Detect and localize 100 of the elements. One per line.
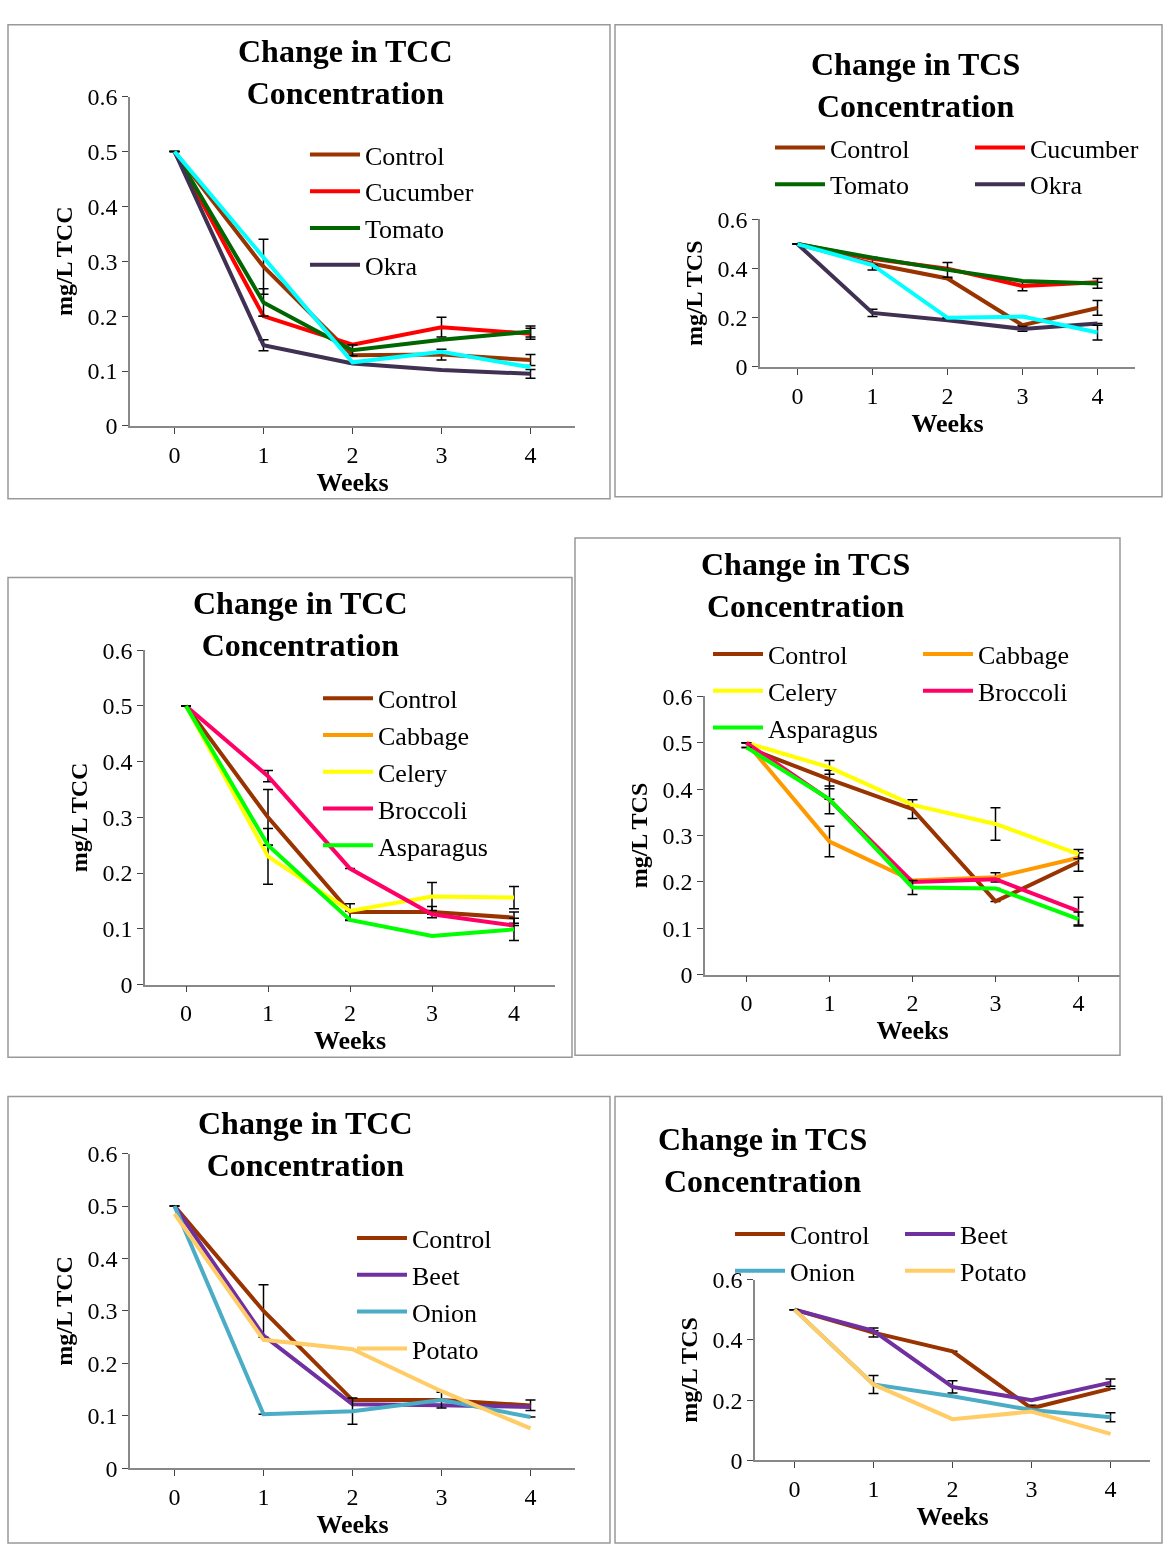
y-axis-title: mg/L TCC [51,206,78,317]
y-tick-label: 0.4 [717,256,748,283]
legend-label: Broccoli [378,795,468,825]
legend-label: Broccoli [978,677,1068,707]
x-tick-label: 4 [1104,1475,1117,1502]
legend-label: Control [768,641,848,671]
legend-label: Tomato [830,171,910,201]
y-tick-label: 0 [680,962,693,989]
legend-label: Cabbage [378,722,469,752]
x-tick-label: 3 [989,990,1002,1017]
x-tick-label: 2 [346,1483,359,1510]
y-tick-label: 0.2 [87,1350,118,1377]
y-axis-title: mg/L TCC [51,1256,78,1366]
y-tick-label: 0.1 [87,358,118,385]
x-tick-label: 4 [1091,382,1104,409]
y-tick-label: 0.5 [102,693,133,720]
legend-label: Asparagus [378,832,488,862]
legend-label: Onion [412,1298,477,1328]
x-axis-title: Weeks [916,1501,989,1531]
legend-label: Beet [960,1221,1009,1251]
y-axis-title: mg/L TCS [681,240,708,347]
y-tick-label: 0.6 [87,1141,118,1168]
y-tick-label: 0 [105,1455,118,1482]
x-tick-label: 1 [867,1475,880,1502]
y-tick-label: 0.2 [87,303,118,330]
chart-title: Change in TCC Concentration [238,33,453,111]
y-tick-label: 0.6 [102,637,133,664]
legend-label: Cucumber [1030,134,1139,164]
x-tick-label: 1 [866,382,879,409]
x-tick-label: 3 [1016,382,1029,409]
y-tick-label: 0.1 [102,916,133,943]
x-tick-label: 2 [946,1475,959,1502]
x-tick-label: 0 [180,1000,192,1027]
y-tick-label: 0.1 [662,915,693,942]
y-tick-label: 0.4 [662,776,693,803]
y-tick-label: 0 [120,971,133,998]
y-tick-label: 0.4 [87,193,118,220]
x-tick-label: 4 [508,1000,520,1027]
chart-title: Change in TCC Concentration [198,1105,413,1183]
y-axis-title: mg/L TCS [676,1317,703,1423]
y-tick-label: 0 [730,1447,743,1474]
y-tick-label: 0.6 [717,206,748,233]
y-tick-label: 0.3 [662,822,693,849]
legend-label: Control [378,685,458,715]
chart-title: Change in TCS Concentration [701,546,911,624]
y-tick-label: 0.6 [662,683,693,710]
x-tick-label: 1 [823,990,836,1017]
legend-label: Control [365,141,445,171]
x-tick-label: 2 [941,382,954,409]
y-axis-title: mg/L TCS [626,782,653,889]
legend-label: Potato [960,1258,1027,1288]
x-tick-label: 0 [788,1475,801,1502]
y-tick-label: 0.5 [87,138,118,165]
legend-label: Tomato [365,215,445,245]
y-tick-label: 0.5 [87,1193,118,1220]
x-tick-label: 2 [906,990,919,1017]
y-tick-label: 0.2 [717,305,748,332]
x-tick-label: 3 [435,1483,448,1510]
legend-label: Okra [1030,171,1083,201]
y-tick-label: 0.4 [712,1327,743,1354]
legend-label: Cabbage [978,641,1069,671]
x-tick-label: 3 [435,441,448,468]
legend-label: Onion [790,1258,855,1288]
x-axis-title: Weeks [911,408,984,438]
x-tick-label: 2 [344,1000,356,1027]
x-tick-label: 2 [346,441,359,468]
legend-label: Cucumber [365,178,474,208]
y-tick-label: 0.3 [87,1298,118,1325]
legend-label: Control [830,134,910,164]
x-tick-label: 3 [1025,1475,1038,1502]
y-tick-label: 0.6 [712,1266,743,1293]
y-tick-label: 0.2 [662,869,693,896]
y-tick-label: 0 [735,354,748,381]
x-axis-title: Weeks [876,1016,949,1046]
x-tick-label: 0 [168,1483,181,1510]
legend-label: Asparagus [768,714,878,744]
y-tick-label: 0.2 [102,860,133,887]
y-tick-label: 0.2 [712,1387,743,1414]
y-tick-label: 0.4 [87,1245,118,1272]
x-axis-title: Weeks [316,1509,389,1539]
x-tick-label: 1 [257,1483,270,1510]
x-axis-title: Weeks [313,1026,387,1056]
y-tick-label: 0.4 [102,749,133,776]
x-tick-label: 4 [1072,990,1085,1017]
chart-title: Change in TCS Concentration [811,46,1021,124]
x-tick-label: 4 [524,441,537,468]
legend-label: Control [790,1221,870,1251]
legend-label: Okra [365,251,418,281]
legend-label: Potato [412,1335,479,1365]
chart-title: Change in TCS Concentration [658,1121,868,1199]
y-tick-label: 0.3 [102,804,133,831]
y-axis-title: mg/L TCC [66,762,93,873]
x-tick-label: 0 [168,441,181,468]
chart-title: Change in TCC Concentration [193,585,408,663]
x-tick-label: 1 [257,441,270,468]
y-tick-label: 0.5 [662,730,693,757]
y-tick-label: 0.1 [87,1403,118,1430]
y-tick-label: 0.6 [87,83,118,110]
legend-label: Celery [378,758,448,788]
legend-label: Celery [768,677,838,707]
